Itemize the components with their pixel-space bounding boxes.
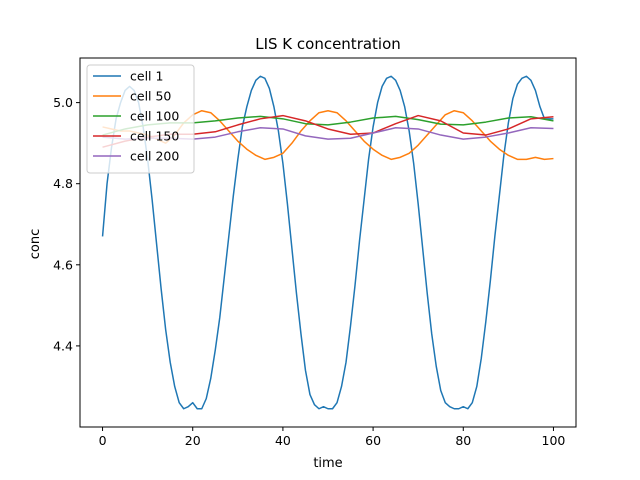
x-tick-label: 0 (99, 433, 107, 448)
x-tick-label: 80 (455, 433, 471, 448)
y-tick-label: 5.0 (53, 95, 73, 110)
x-tick-label: 100 (542, 433, 566, 448)
y-tick-label: 4.8 (53, 176, 73, 191)
chart-title: LIS K concentration (255, 35, 401, 53)
y-axis-label: conc (28, 229, 43, 260)
legend-label: cell 200 (130, 149, 179, 164)
x-tick-label: 20 (185, 433, 201, 448)
y-tick-label: 4.6 (53, 257, 73, 272)
axis-ticks: 0 20 40 60 80 100 4.4 4.6 4.8 5.0 (53, 95, 565, 448)
x-axis-label: time (313, 456, 342, 471)
series-line-cell-1 (101, 75, 554, 410)
legend-box (86, 64, 195, 174)
legend-label: cell 1 (130, 69, 163, 84)
legend-label: cell 100 (130, 109, 179, 124)
y-tick-label: 4.4 (53, 338, 73, 353)
legend: cell 1 cell 50 cell 100 cell 150 cell 200 (86, 64, 195, 174)
legend-label: cell 150 (130, 129, 179, 144)
legend-label: cell 50 (130, 89, 171, 104)
axes-frame (79, 57, 577, 428)
x-tick-label: 40 (275, 433, 291, 448)
x-tick-label: 60 (365, 433, 381, 448)
